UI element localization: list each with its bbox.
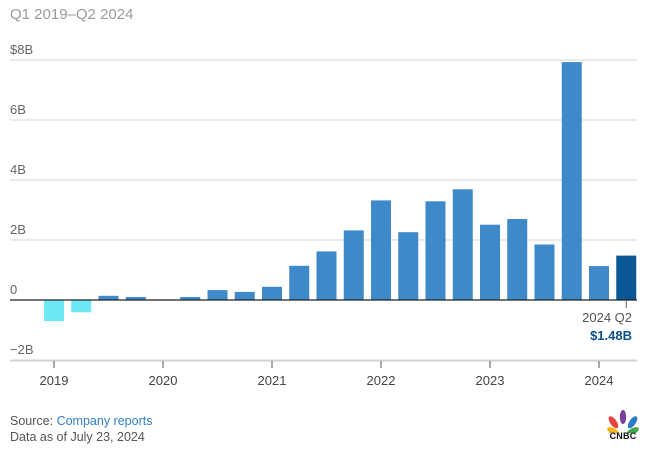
x-tick-label: 2021	[258, 373, 287, 388]
logo-text: CNBC	[609, 431, 637, 441]
date-note: Data as of July 23, 2024	[10, 430, 145, 444]
bar-chart: $8B 6B 4B 2B 0 −2B 2019 2020 2021 2022 2023 2024 2…	[10, 42, 637, 388]
chart-footer: Source: Company reports Data as of July …	[10, 413, 152, 445]
bar	[289, 265, 310, 300]
y-axis-labels: $8B 6B 4B 2B 0 −2B	[10, 42, 34, 357]
bar	[234, 291, 255, 300]
bar	[425, 201, 446, 300]
x-tick-label: 2023	[476, 373, 505, 388]
y-tick-label: 6B	[10, 102, 26, 117]
bar	[534, 244, 555, 300]
bar	[98, 295, 119, 300]
gridlines	[10, 59, 637, 361]
cnbc-logo: CNBC	[601, 409, 645, 445]
annotation-value: $1.48B	[590, 328, 632, 343]
peacock-logo-icon	[607, 410, 639, 437]
y-tick-label: 0	[10, 282, 17, 297]
x-tick-label: 2022	[367, 373, 396, 388]
bar	[507, 219, 528, 300]
bar	[207, 290, 228, 300]
x-tick-label: 2020	[149, 373, 178, 388]
x-tick-label: 2019	[40, 373, 69, 388]
bar	[616, 255, 637, 300]
x-tick-label: 2024	[585, 373, 614, 388]
bar	[480, 224, 500, 300]
bar	[180, 297, 201, 300]
y-tick-label: $8B	[10, 42, 33, 57]
bar	[44, 300, 64, 321]
bar	[316, 251, 337, 300]
bar	[452, 189, 473, 300]
bar	[398, 232, 419, 300]
bar	[262, 286, 282, 300]
bar	[71, 300, 92, 313]
y-tick-label: 2B	[10, 222, 26, 237]
y-tick-label: −2B	[10, 342, 34, 357]
annotation: 2024 Q2 $1.48B	[582, 300, 632, 343]
annotation-period: 2024 Q2	[582, 310, 632, 325]
bar	[343, 230, 364, 300]
bars	[44, 62, 637, 321]
x-axis: 2019 2020 2021 2022 2023 2024	[10, 299, 637, 388]
source-line: Source: Company reports	[10, 413, 152, 429]
bar	[371, 200, 391, 300]
source-link[interactable]: Company reports	[56, 414, 153, 428]
bar	[561, 62, 582, 300]
bar	[589, 266, 609, 300]
source-label: Source:	[10, 414, 54, 428]
y-tick-label: 4B	[10, 162, 26, 177]
bar	[125, 297, 146, 300]
chart-subtitle: Q1 2019–Q2 2024	[10, 6, 134, 23]
